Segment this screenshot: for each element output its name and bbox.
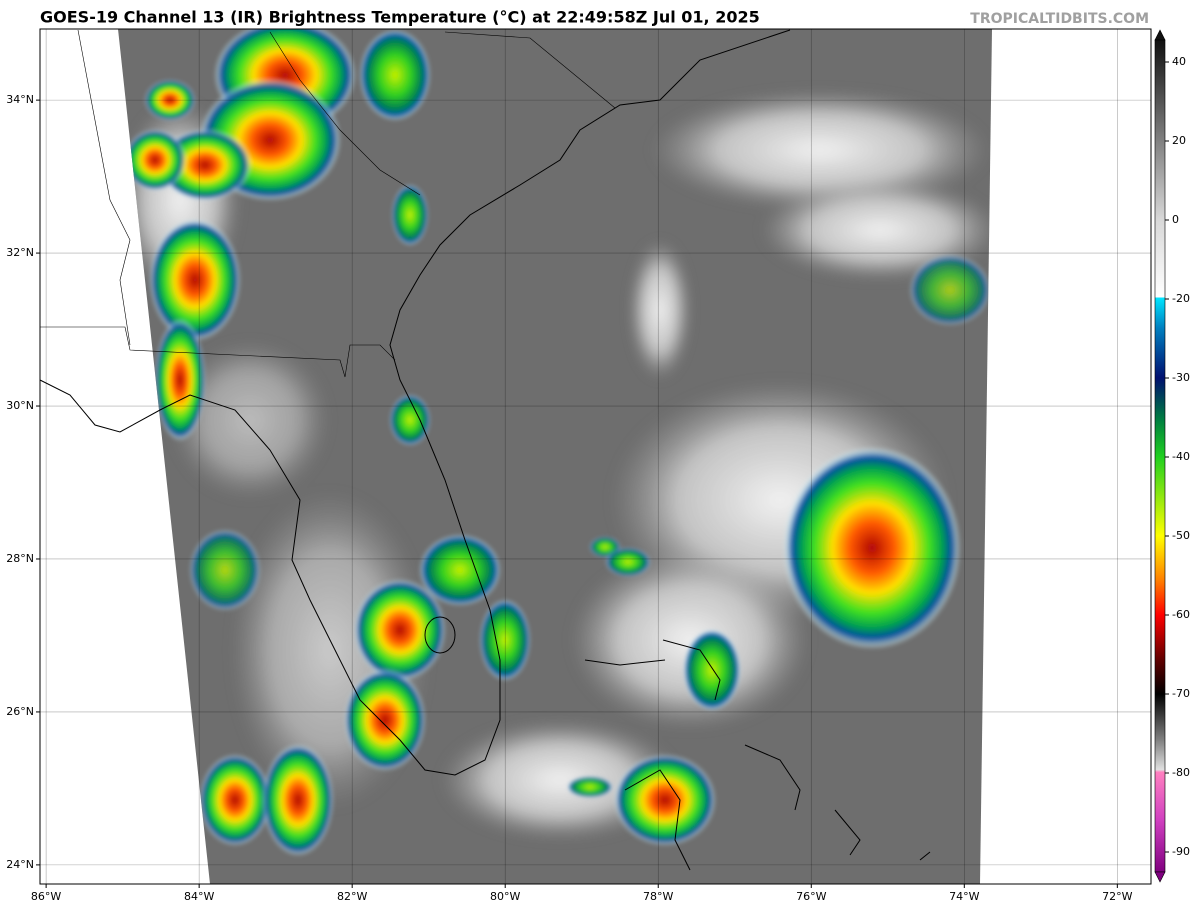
credit: TROPICALTIDBITS.COM (970, 11, 1149, 27)
colorbar-label: -90 (1172, 845, 1190, 858)
colorbar-label: -70 (1172, 687, 1190, 700)
map-frame (39, 28, 1152, 885)
colorbar-label: -60 (1172, 608, 1190, 621)
colorbar-ticks: 40 20 0 -20 -30 -40 -50 -60 -70 -80 -90 (1165, 55, 1190, 858)
y-tick-label: 26°N (6, 705, 34, 718)
x-tick-label: 80°W (490, 890, 520, 903)
x-tick-label: 74°W (949, 890, 979, 903)
colorbar-label: 0 (1172, 213, 1179, 226)
map-title: GOES-19 Channel 13 (IR) Brightness Tempe… (40, 8, 760, 27)
x-tick-label: 86°W (31, 890, 61, 903)
y-tick-label: 30°N (6, 399, 34, 412)
graticule: 86°W 84°W 82°W 80°W 78°W 76°W 74°W 72°W 24°N 26°N… (6, 29, 1151, 903)
colorbar-label: -40 (1172, 450, 1190, 463)
colorbar-label: -80 (1172, 766, 1190, 779)
x-tick-label: 84°W (184, 890, 214, 903)
y-tick-label: 34°N (6, 93, 34, 106)
colorbar (1154, 29, 1166, 883)
coastlines (39, 29, 931, 871)
y-tick-label: 24°N (6, 858, 34, 871)
x-tick-label: 78°W (643, 890, 673, 903)
x-tick-label: 82°W (337, 890, 367, 903)
y-tick-label: 28°N (6, 552, 34, 565)
x-tick-label: 76°W (796, 890, 826, 903)
imagery (40, 29, 1151, 884)
colorbar-label: 20 (1172, 134, 1186, 147)
x-tick-label: 72°W (1102, 890, 1132, 903)
y-tick-label: 32°N (6, 246, 34, 259)
colorbar-label: -50 (1172, 529, 1190, 542)
colorbar-label: -20 (1172, 292, 1190, 305)
colorbar-label: 40 (1172, 55, 1186, 68)
colorbar-label: -30 (1172, 371, 1190, 384)
